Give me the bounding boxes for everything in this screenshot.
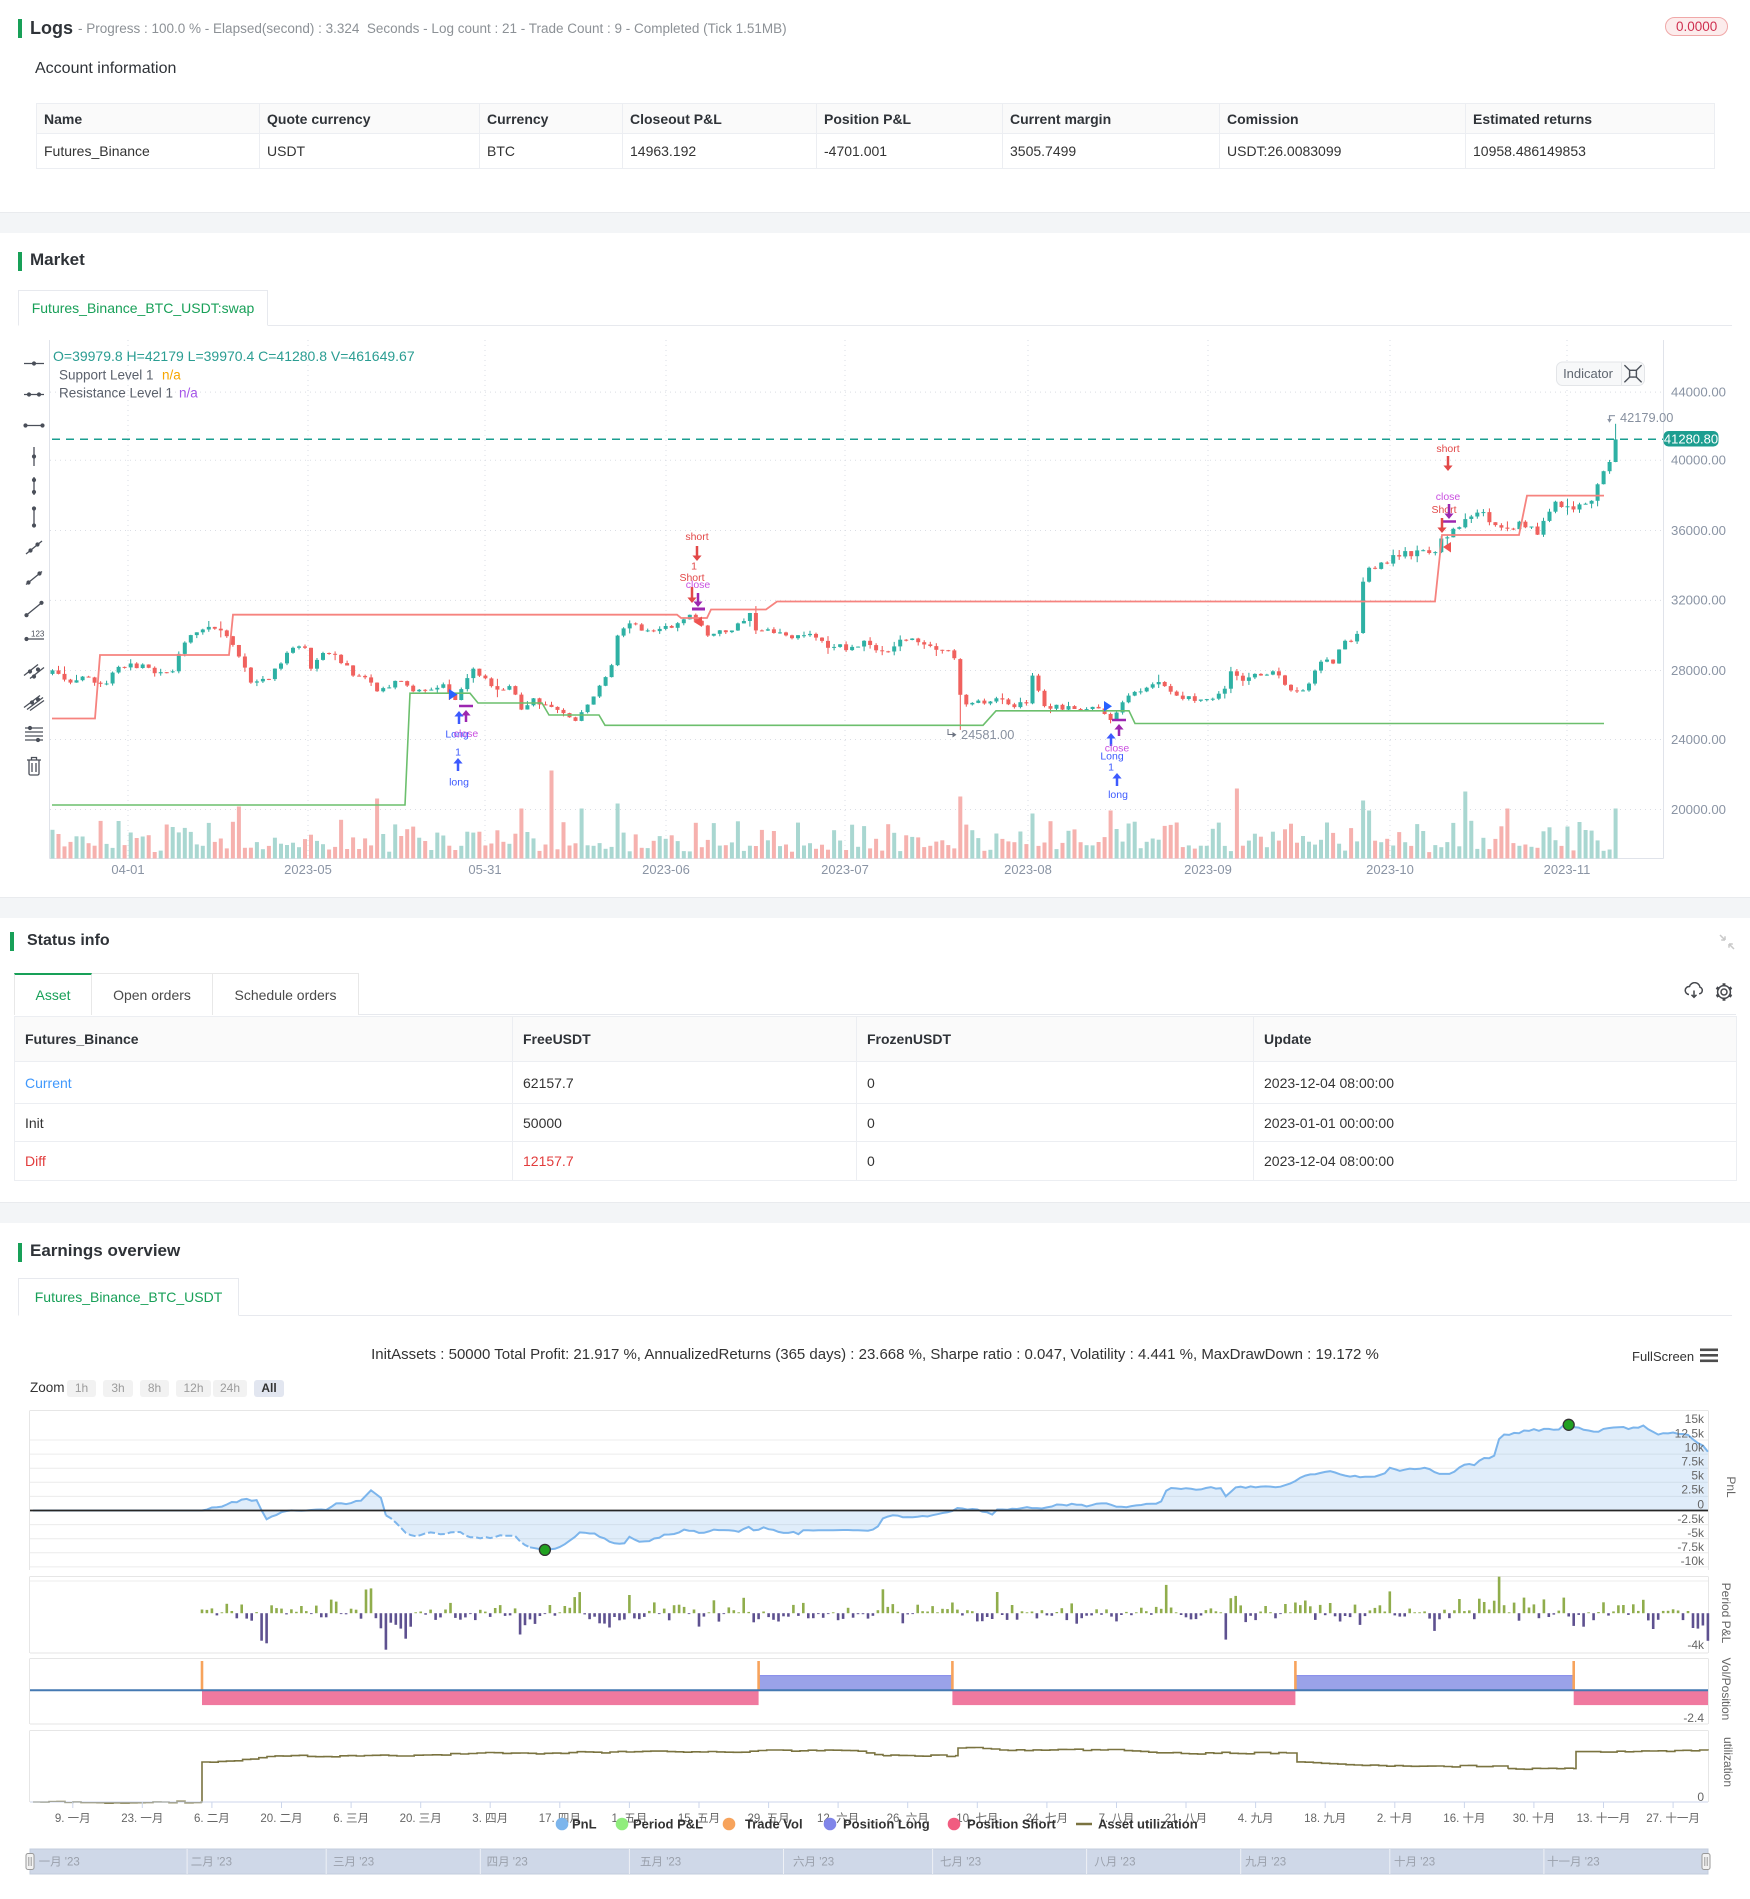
svg-text:40000.00: 40000.00 — [1671, 453, 1726, 468]
svg-text:5k: 5k — [1691, 1469, 1705, 1483]
svg-text:2023-08: 2023-08 — [1004, 862, 1052, 877]
svg-text:O=39979.8 H=42179 L=39970.4 C=: O=39979.8 H=42179 L=39970.4 C=41280.8 V=… — [53, 348, 415, 364]
svg-text:close: close — [686, 579, 711, 591]
svg-text:Long: Long — [1100, 751, 1124, 763]
svg-text:Short: Short — [679, 572, 704, 584]
svg-text:0: 0 — [1697, 1498, 1704, 1512]
svg-text:Period P&L: Period P&L — [633, 1817, 703, 1832]
svg-text:六月 '23: 六月 '23 — [793, 1856, 834, 1869]
svg-text:29. 五月: 29. 五月 — [748, 1813, 790, 1825]
svg-text:18. 九月: 18. 九月 — [1304, 1812, 1346, 1825]
svg-text:16. 十月: 16. 十月 — [1443, 1811, 1485, 1825]
svg-text:long: long — [1108, 789, 1128, 801]
svg-text:十月 '23: 十月 '23 — [1394, 1855, 1435, 1869]
svg-text:3. 四月: 3. 四月 — [472, 1813, 508, 1825]
svg-text:short: short — [1436, 443, 1459, 455]
svg-text:12.5k: 12.5k — [1675, 1426, 1705, 1440]
svg-text:24581.00: 24581.00 — [961, 727, 1014, 742]
svg-text:1: 1 — [455, 747, 461, 759]
svg-text:30. 十月: 30. 十月 — [1513, 1811, 1555, 1825]
svg-text:15. 五月: 15. 五月 — [678, 1813, 720, 1825]
svg-text:PnL: PnL — [1724, 1476, 1738, 1498]
svg-text:close: close — [454, 728, 479, 740]
svg-text:20. 二月: 20. 二月 — [260, 1813, 302, 1825]
svg-text:4. 九月: 4. 九月 — [1238, 1812, 1274, 1825]
svg-text:-5k: -5k — [1687, 1526, 1705, 1540]
svg-text:36000.00: 36000.00 — [1671, 523, 1726, 538]
svg-text:2023-06: 2023-06 — [642, 862, 690, 877]
svg-text:05-31: 05-31 — [468, 862, 501, 877]
svg-text:long: long — [449, 777, 469, 789]
svg-text:7. 八月: 7. 八月 — [1099, 1813, 1135, 1825]
svg-text:Indicator: Indicator — [1563, 366, 1614, 381]
svg-text:32000.00: 32000.00 — [1671, 593, 1726, 608]
svg-text:41280.80: 41280.80 — [1664, 431, 1718, 446]
svg-text:Vol/Position: Vol/Position — [1719, 1658, 1733, 1721]
svg-text:-2.5k: -2.5k — [1677, 1512, 1705, 1526]
svg-text:24. 七月: 24. 七月 — [1026, 1812, 1068, 1825]
svg-text:42179.00: 42179.00 — [1620, 410, 1673, 425]
svg-text:close: close — [1436, 491, 1461, 503]
svg-text:2023-05: 2023-05 — [284, 862, 332, 877]
svg-text:27. 十一月: 27. 十一月 — [1646, 1811, 1700, 1825]
svg-text:-7.5k: -7.5k — [1677, 1540, 1705, 1554]
svg-text:6. 三月: 6. 三月 — [333, 1813, 369, 1825]
svg-text:23. 一月: 23. 一月 — [121, 1813, 163, 1825]
svg-text:四月 '23: 四月 '23 — [487, 1857, 528, 1869]
svg-text:n/a: n/a — [179, 386, 198, 401]
svg-text:2023-09: 2023-09 — [1184, 862, 1232, 877]
svg-text:Trade Vol: Trade Vol — [745, 1817, 803, 1832]
svg-text:Position Long: Position Long — [843, 1817, 930, 1832]
svg-text:Short: Short — [1431, 504, 1456, 516]
svg-text:15k: 15k — [1685, 1412, 1705, 1426]
svg-text:0: 0 — [1697, 1790, 1704, 1804]
svg-text:2023-11: 2023-11 — [1544, 862, 1591, 877]
svg-text:-4k: -4k — [1687, 1638, 1705, 1652]
svg-text:2023-10: 2023-10 — [1366, 862, 1414, 877]
svg-text:123: 123 — [31, 630, 45, 639]
svg-text:13. 十一月: 13. 十一月 — [1577, 1811, 1631, 1825]
svg-text:Resistance Level 1: Resistance Level 1 — [59, 386, 173, 401]
svg-text:utilization: utilization — [1721, 1737, 1735, 1787]
svg-text:7.5k: 7.5k — [1681, 1455, 1705, 1469]
svg-text:十一月 '23: 十一月 '23 — [1547, 1855, 1600, 1869]
svg-text:10. 七月: 10. 七月 — [956, 1812, 998, 1825]
svg-text:44000.00: 44000.00 — [1671, 384, 1726, 399]
svg-text:28000.00: 28000.00 — [1671, 663, 1726, 678]
svg-text:2.5k: 2.5k — [1681, 1483, 1705, 1497]
svg-text:PnL: PnL — [572, 1817, 597, 1832]
svg-text:close: close — [1105, 743, 1130, 755]
svg-text:6. 二月: 6. 二月 — [194, 1813, 230, 1825]
svg-text:一月 '23: 一月 '23 — [39, 1857, 80, 1869]
svg-text:-10k: -10k — [1681, 1554, 1705, 1568]
svg-text:五月 '23: 五月 '23 — [640, 1857, 681, 1869]
svg-text:1: 1 — [691, 561, 697, 573]
svg-text:Position Short: Position Short — [967, 1817, 1057, 1832]
svg-text:-2.4: -2.4 — [1683, 1711, 1704, 1725]
svg-text:九月 '23: 九月 '23 — [1245, 1856, 1286, 1869]
svg-text:Long: Long — [445, 729, 469, 741]
svg-text:20000.00: 20000.00 — [1671, 802, 1726, 817]
svg-text:八月 '23: 八月 '23 — [1094, 1857, 1135, 1869]
svg-text:Asset utilization: Asset utilization — [1098, 1817, 1198, 1832]
svg-text:2023-07: 2023-07 — [821, 862, 869, 877]
svg-text:Period P&L: Period P&L — [1719, 1583, 1733, 1644]
svg-text:n/a: n/a — [162, 368, 181, 383]
svg-text:三月 '23: 三月 '23 — [333, 1857, 374, 1869]
svg-text:2. 十月: 2. 十月 — [1377, 1811, 1413, 1825]
svg-text:21. 八月: 21. 八月 — [1165, 1813, 1207, 1825]
svg-text:20. 三月: 20. 三月 — [400, 1813, 442, 1825]
svg-text:short: short — [685, 531, 708, 543]
svg-text:Support Level 1: Support Level 1 — [59, 368, 154, 383]
svg-text:二月 '23: 二月 '23 — [191, 1857, 232, 1869]
svg-text:1: 1 — [1108, 762, 1114, 774]
svg-text:24000.00: 24000.00 — [1671, 732, 1726, 747]
svg-text:10k: 10k — [1685, 1440, 1705, 1454]
svg-text:9. 一月: 9. 一月 — [55, 1813, 91, 1825]
svg-text:七月 '23: 七月 '23 — [940, 1856, 981, 1869]
svg-text:26. 六月: 26. 六月 — [887, 1812, 929, 1825]
svg-text:04-01: 04-01 — [111, 862, 144, 877]
